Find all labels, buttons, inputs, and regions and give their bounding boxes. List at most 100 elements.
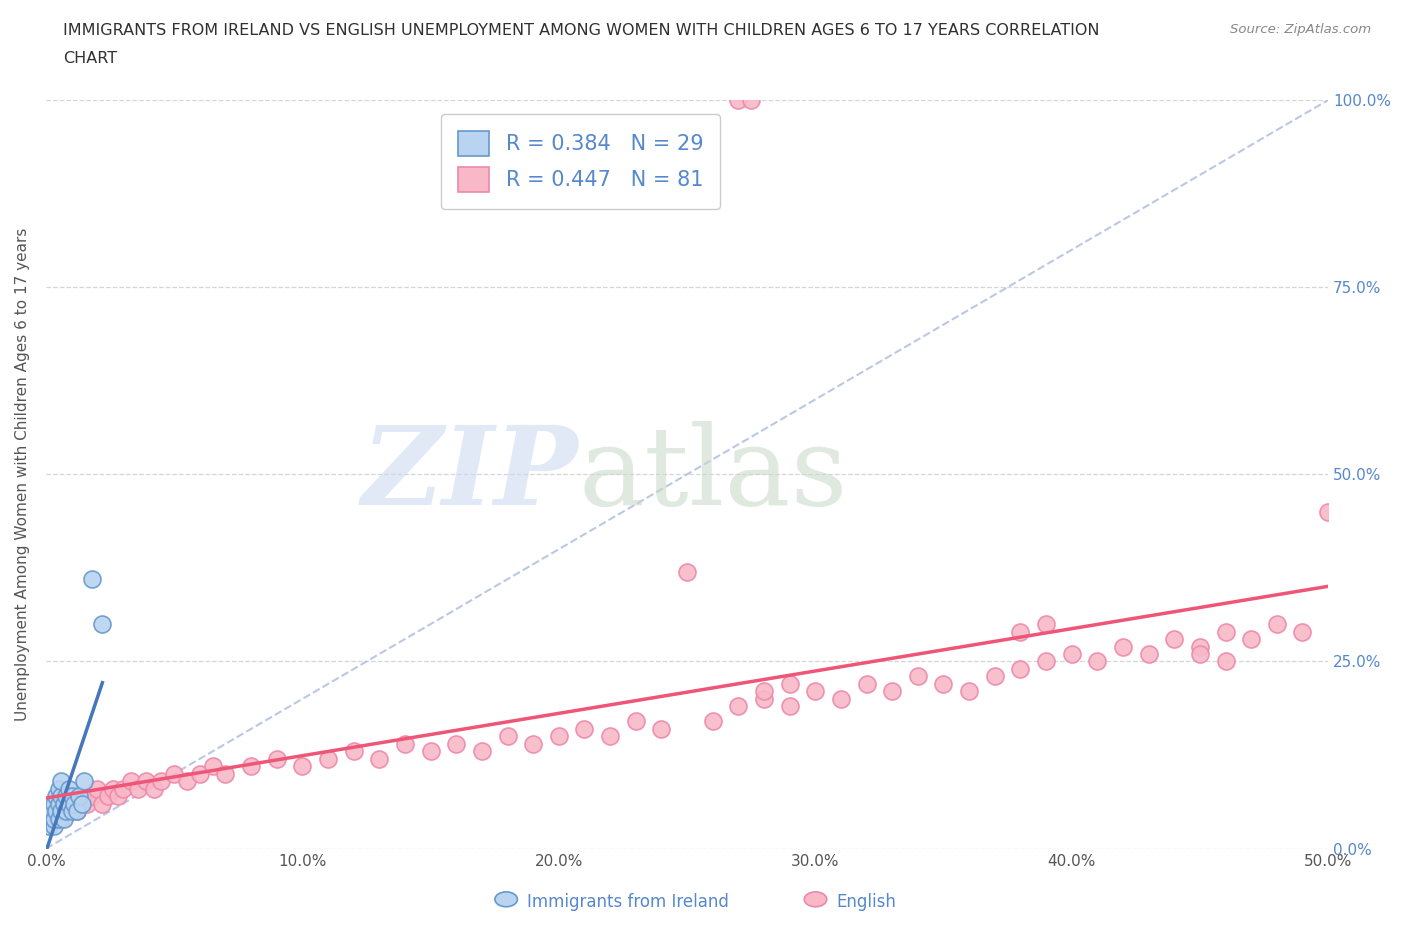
Point [907, 669, 929, 684]
Point [1035, 654, 1057, 669]
Point [38, 811, 60, 826]
Point [368, 751, 391, 766]
Point [42, 811, 65, 826]
Text: IMMIGRANTS FROM IRELAND VS ENGLISH UNEMPLOYMENT AMONG WOMEN WITH CHILDREN AGES 6: IMMIGRANTS FROM IRELAND VS ENGLISH UNEMP… [63, 23, 1099, 38]
Point [48, 811, 70, 826]
Point [127, 781, 149, 796]
Point [1085, 654, 1108, 669]
Point [599, 729, 621, 744]
Text: Immigrants from Ireland: Immigrants from Ireland [527, 893, 730, 911]
Point [1112, 639, 1135, 654]
Point [266, 751, 288, 766]
Point [70, 789, 93, 804]
Point [51, 804, 73, 818]
Point [830, 692, 852, 707]
Point [394, 737, 416, 751]
Point [702, 714, 724, 729]
Point [984, 669, 1007, 684]
Point [740, 93, 762, 108]
Point [70, 796, 93, 811]
Y-axis label: Unemployment Among Women with Children Ages 6 to 17 years: Unemployment Among Women with Children A… [15, 228, 30, 721]
Point [1010, 661, 1032, 676]
Point [52, 796, 75, 811]
Point [471, 744, 494, 759]
Point [1010, 624, 1032, 639]
Point [91, 617, 114, 631]
Point [932, 676, 955, 691]
Point [676, 565, 699, 579]
Point [66, 804, 89, 818]
Point [957, 684, 980, 698]
Point [55, 804, 77, 818]
Point [38, 818, 60, 833]
Point [1137, 646, 1160, 661]
Point [52, 796, 75, 811]
Point [150, 774, 173, 789]
Point [624, 714, 647, 729]
Point [214, 766, 236, 781]
Text: CHART: CHART [63, 51, 117, 66]
Text: atlas: atlas [578, 421, 848, 528]
Text: Source: ZipAtlas.com: Source: ZipAtlas.com [1230, 23, 1371, 36]
Point [58, 789, 80, 804]
Point [51, 789, 73, 804]
Point [343, 744, 366, 759]
Point [188, 766, 211, 781]
Point [96, 789, 118, 804]
Point [63, 796, 86, 811]
Point [42, 811, 65, 826]
Point [60, 804, 83, 818]
Point [496, 729, 519, 744]
Point [120, 774, 142, 789]
Point [727, 699, 749, 714]
Point [1163, 631, 1185, 646]
Text: English: English [837, 893, 897, 911]
Point [240, 759, 263, 774]
Point [752, 684, 775, 698]
Point [67, 789, 90, 804]
Point [201, 759, 224, 774]
Point [39, 804, 62, 818]
Point [55, 804, 77, 818]
Point [82, 789, 104, 804]
Point [45, 804, 67, 818]
Point [45, 789, 67, 804]
Point [1188, 646, 1211, 661]
Point [446, 737, 468, 751]
Point [882, 684, 904, 698]
Point [52, 811, 75, 826]
Point [55, 789, 77, 804]
Point [58, 781, 80, 796]
Point [66, 804, 89, 818]
Point [1317, 504, 1340, 519]
Point [1188, 639, 1211, 654]
Point [419, 744, 441, 759]
Point [39, 811, 62, 826]
Point [650, 722, 672, 737]
Point [804, 684, 827, 698]
Point [1215, 654, 1237, 669]
Point [60, 789, 83, 804]
Point [51, 774, 73, 789]
Point [48, 796, 70, 811]
Point [111, 781, 134, 796]
Point [45, 796, 67, 811]
Point [91, 796, 114, 811]
Point [60, 796, 83, 811]
Point [1060, 646, 1083, 661]
Point [142, 781, 165, 796]
Point [73, 774, 96, 789]
Point [176, 774, 198, 789]
Point [51, 811, 73, 826]
Point [163, 766, 186, 781]
Point [58, 796, 80, 811]
Point [727, 93, 749, 108]
Point [1265, 617, 1288, 631]
Point [855, 676, 877, 691]
Point [42, 818, 65, 833]
Point [101, 781, 124, 796]
Point [522, 737, 544, 751]
Point [1240, 631, 1263, 646]
Legend: R = 0.384   N = 29, R = 0.447   N = 81: R = 0.384 N = 29, R = 0.447 N = 81 [441, 114, 720, 209]
Point [1291, 624, 1313, 639]
